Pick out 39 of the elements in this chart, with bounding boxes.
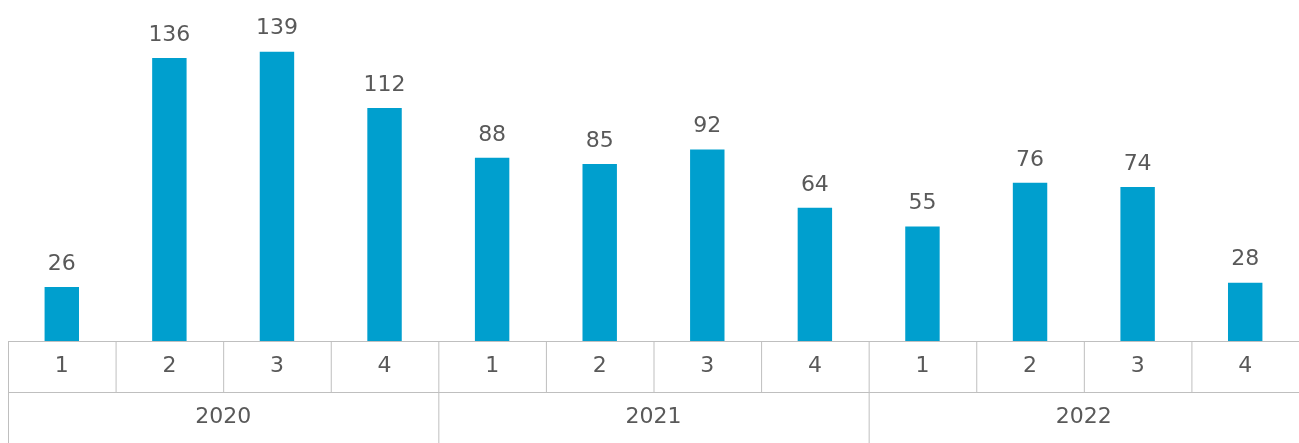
x-tick-label: 3 [700,352,715,378]
x-tick-label: 2 [1023,352,1038,378]
x-tick-label: 1 [485,352,500,378]
bar [474,157,510,341]
data-label: 92 [693,112,722,138]
data-label: 28 [1231,245,1260,271]
data-label: 139 [255,14,298,40]
data-label: 88 [478,120,507,146]
x-tick-label: 4 [807,352,822,378]
x-tick-label: 1 [54,352,69,378]
data-label: 74 [1123,149,1152,175]
bar [259,51,295,341]
data-label: 85 [585,126,614,152]
data-label: 64 [800,170,829,196]
x-tick-label: 3 [1130,352,1145,378]
text: 2022 [1055,403,1112,429]
bar [367,107,402,341]
bar [582,164,617,341]
x-tick-label: 2 [162,352,177,378]
data-label: 26 [47,249,76,275]
x-tick-label: 2 [592,352,607,378]
x-tick-label: 4 [377,352,392,378]
bar [1227,282,1263,341]
bar [44,286,80,341]
data-label: 76 [1016,145,1045,171]
data-label: 112 [363,70,406,96]
bar [152,57,187,341]
text: 2021 [625,403,682,429]
data-label: 136 [148,20,191,46]
bar [905,226,940,341]
bar [1012,182,1048,341]
bar [690,149,725,341]
text: 2020 [195,403,252,429]
x-tick-label: 3 [269,352,284,378]
data-label: 55 [908,189,937,215]
bar [1120,186,1155,341]
x-tick-label: 1 [915,352,930,378]
bar [797,207,833,341]
x-tick-label: 4 [1238,352,1253,378]
